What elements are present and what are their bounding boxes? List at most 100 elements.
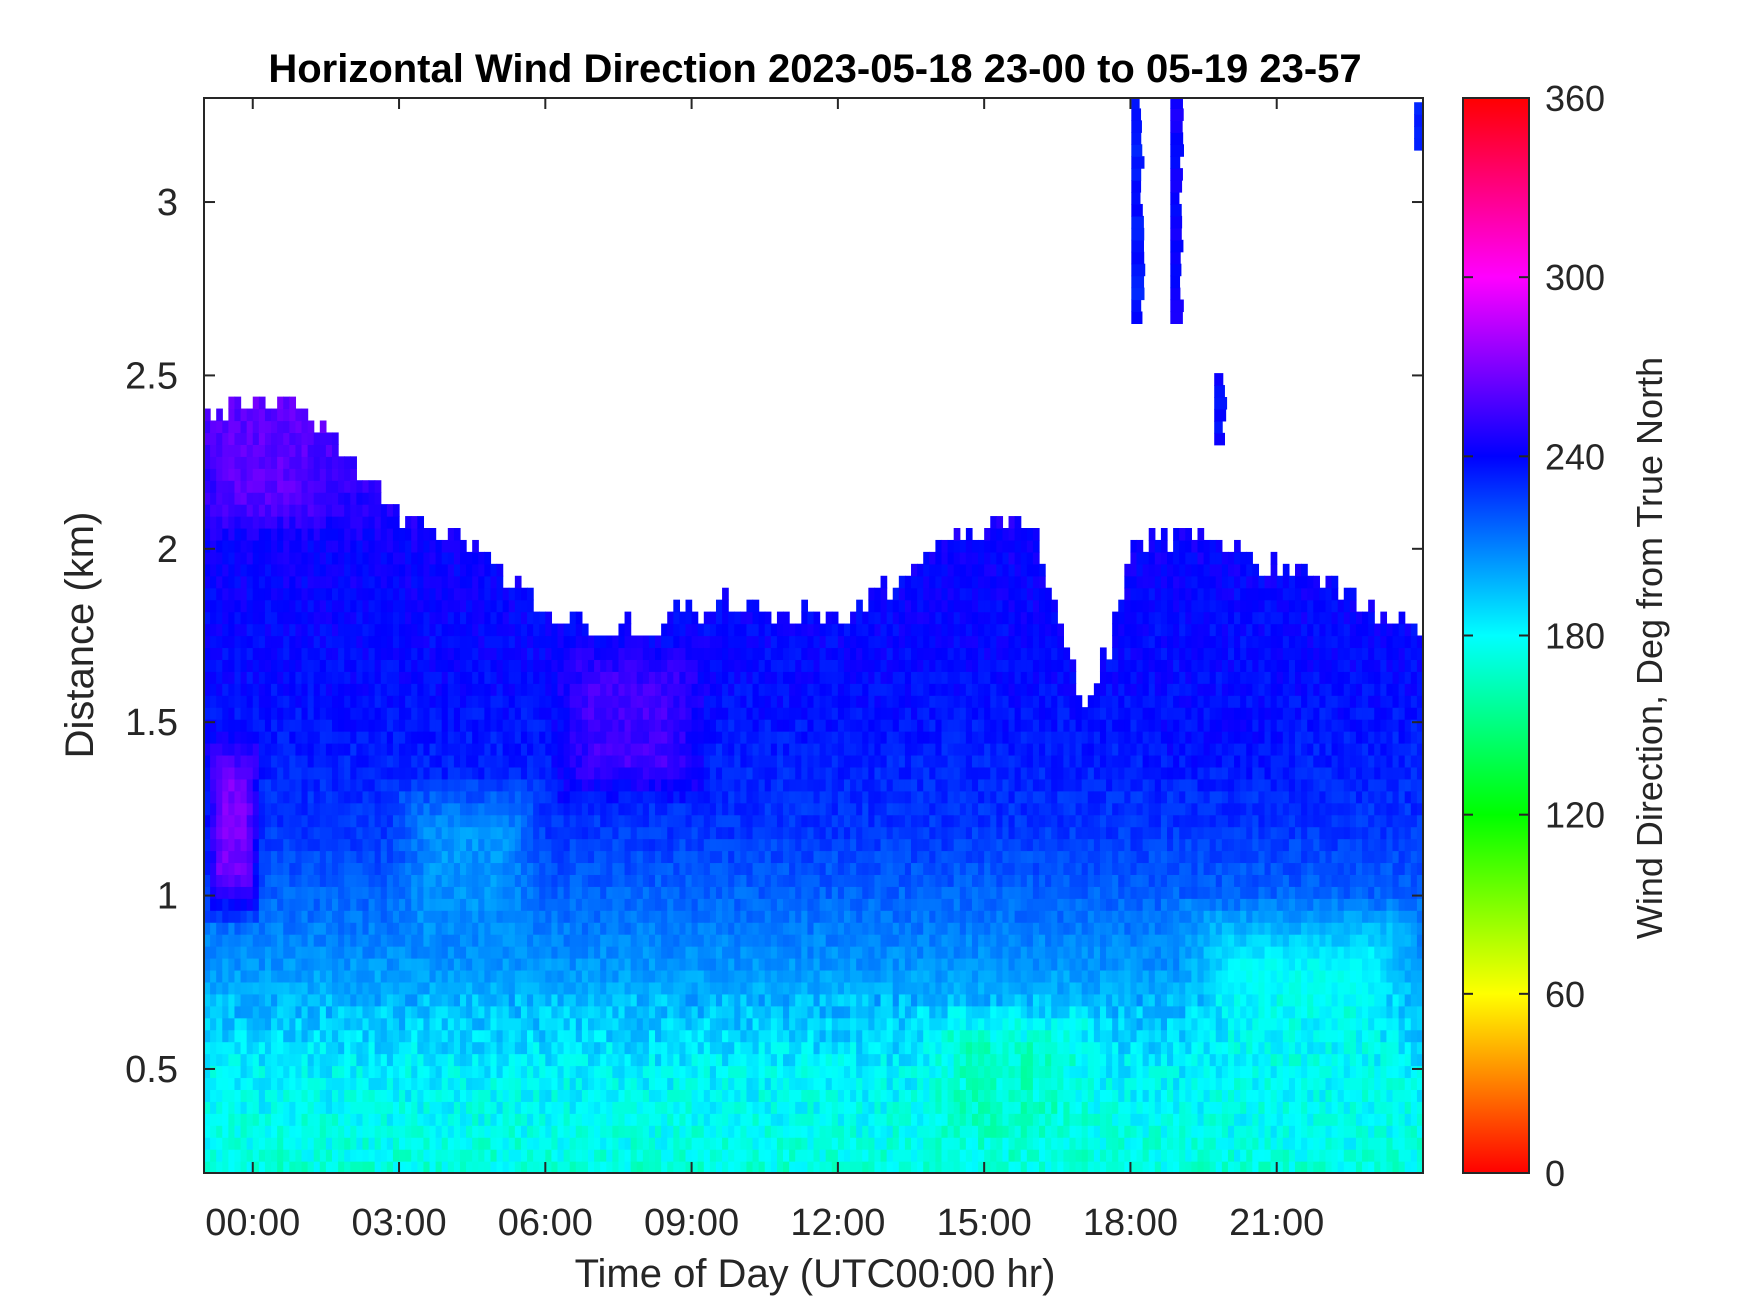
heatmap-cell: [472, 969, 479, 983]
heatmap-cell: [612, 981, 620, 995]
heatmap-cell: [642, 1041, 650, 1055]
heatmap-cell: [307, 563, 315, 577]
heatmap-cell: [740, 1065, 748, 1079]
heatmap-cell: [545, 969, 553, 983]
heatmap-cell: [539, 1089, 546, 1102]
heatmap-cell: [630, 647, 638, 660]
heatmap-cell: [667, 778, 674, 792]
heatmap-cell: [258, 874, 266, 887]
heatmap-cell: [624, 731, 632, 744]
heatmap-cell: [447, 695, 455, 708]
heatmap-cell: [673, 647, 681, 660]
heatmap-cell: [496, 719, 504, 732]
heatmap-cell: [435, 1041, 443, 1055]
heatmap-cell: [374, 707, 382, 720]
heatmap-cell: [697, 1029, 705, 1043]
heatmap-cell: [350, 456, 357, 469]
heatmap-cell: [466, 958, 473, 971]
heatmap-cell: [307, 910, 315, 923]
heatmap-cell: [539, 671, 546, 684]
heatmap-cell: [618, 719, 626, 732]
heatmap-cell: [240, 659, 248, 672]
heatmap-cell: [234, 623, 242, 637]
heatmap-cell: [575, 1065, 583, 1079]
heatmap-cell: [472, 1029, 479, 1043]
heatmap-cell: [740, 910, 748, 923]
heatmap-cell: [758, 862, 766, 875]
heatmap-cell: [374, 1125, 382, 1138]
heatmap-cell: [313, 1077, 321, 1090]
heatmap-cell: [508, 599, 516, 613]
heatmap-cell: [325, 754, 333, 768]
heatmap-cell: [746, 981, 754, 995]
heatmap-cell: [313, 587, 321, 601]
heatmap-cell: [362, 826, 370, 840]
heatmap-cell: [204, 563, 211, 577]
heatmap-cell: [569, 743, 577, 756]
heatmap-cell: [374, 1077, 382, 1090]
heatmap-cell: [362, 743, 370, 756]
heatmap-cell: [356, 946, 364, 959]
heatmap-cell: [252, 743, 260, 756]
heatmap-cell: [350, 731, 357, 744]
heatmap-cell: [594, 874, 601, 887]
heatmap-cell: [252, 802, 260, 816]
heatmap-cell: [429, 922, 437, 935]
heatmap-cell: [734, 623, 741, 637]
heatmap-cell: [520, 683, 528, 696]
heatmap-cell: [216, 480, 223, 493]
heatmap-cell: [246, 1017, 254, 1031]
heatmap-cell: [642, 719, 650, 732]
heatmap-cell: [240, 993, 248, 1007]
heatmap-cell: [600, 1077, 607, 1090]
heatmap-cell: [600, 850, 607, 864]
heatmap-cell: [533, 1005, 540, 1019]
heatmap-cell: [459, 563, 467, 577]
heatmap-cell: [703, 838, 711, 852]
heatmap-cell: [386, 838, 394, 852]
heatmap-cell: [417, 993, 425, 1007]
heatmap-cell: [234, 790, 242, 804]
heatmap-cell: [325, 539, 333, 553]
heatmap-cell: [655, 754, 662, 768]
heatmap-cell: [411, 993, 418, 1007]
heatmap-cell: [533, 922, 540, 935]
heatmap-cell: [356, 993, 364, 1007]
heatmap-cell: [685, 683, 693, 696]
heatmap-cell: [459, 1017, 467, 1031]
heatmap-cell: [313, 766, 321, 780]
heatmap-cell: [295, 432, 303, 445]
heatmap-cell: [502, 1029, 510, 1043]
heatmap-cell: [527, 838, 534, 852]
heatmap-cell: [313, 635, 321, 649]
heatmap-cell: [441, 766, 449, 780]
heatmap-cell: [722, 1101, 729, 1114]
heatmap-cell: [399, 551, 406, 565]
heatmap-cell: [502, 778, 510, 792]
heatmap-cell: [356, 910, 364, 923]
heatmap-cell: [380, 1161, 388, 1173]
heatmap-cell: [679, 1161, 687, 1173]
heatmap-cell: [295, 1041, 303, 1055]
heatmap-cell: [307, 814, 315, 828]
heatmap-cell: [313, 528, 321, 541]
heatmap-cell: [709, 802, 717, 816]
heatmap-cell: [752, 838, 760, 852]
heatmap-cell: [386, 623, 394, 637]
heatmap-cell: [734, 671, 741, 684]
heatmap-cell: [697, 731, 705, 744]
heatmap-cell: [325, 468, 333, 481]
heatmap-cell: [520, 671, 528, 684]
heatmap-cell: [405, 611, 412, 625]
heatmap-cell: [258, 743, 266, 756]
heatmap-cell: [447, 635, 455, 649]
heatmap-cell: [703, 910, 711, 923]
heatmap-cell: [429, 1065, 437, 1079]
heatmap-cell: [691, 958, 699, 971]
heatmap-cell: [435, 826, 443, 840]
heatmap-cell: [770, 1053, 778, 1067]
heatmap-cell: [435, 922, 443, 935]
heatmap-cell: [734, 1065, 741, 1079]
heatmap-cell: [380, 814, 388, 828]
heatmap-cell: [210, 1005, 217, 1019]
